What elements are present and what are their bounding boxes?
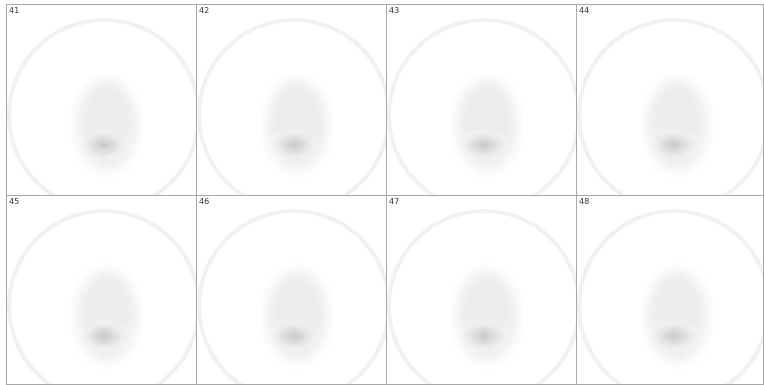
slice-tile[interactable]: 47 — [386, 195, 577, 385]
slice-tile[interactable]: 48 — [576, 195, 764, 385]
slice-number: 43 — [389, 6, 399, 15]
hot-spot — [646, 127, 702, 163]
slice-number: 42 — [199, 6, 209, 15]
slice-image — [387, 196, 577, 385]
slice-image — [7, 196, 197, 385]
slice-number: 47 — [389, 197, 399, 206]
slice-number: 48 — [579, 197, 589, 206]
slice-image — [7, 5, 197, 196]
slice-number: 45 — [9, 197, 19, 206]
hot-spot — [76, 318, 132, 354]
slice-tile[interactable]: 41 — [6, 4, 197, 196]
hot-spot — [456, 318, 512, 354]
slice-number: 46 — [199, 197, 209, 206]
hot-spot — [266, 318, 322, 354]
hot-spot — [456, 127, 512, 163]
slice-tile[interactable]: 42 — [196, 4, 387, 196]
slice-image — [577, 196, 764, 385]
slice-image — [197, 5, 387, 196]
slice-image — [577, 5, 764, 196]
slice-tile[interactable]: 44 — [576, 4, 764, 196]
slice-viewer: {"tiles": [{"label": "41"}, {"label": "4… — [0, 0, 764, 385]
slice-image — [387, 5, 577, 196]
slice-number: 44 — [579, 6, 589, 15]
hot-spot — [646, 318, 702, 354]
slice-tile[interactable]: 43 — [386, 4, 577, 196]
slice-tile[interactable]: 45 — [6, 195, 197, 385]
slice-number: 41 — [9, 6, 19, 15]
hot-spot — [266, 127, 322, 163]
slice-tile[interactable]: 46 — [196, 195, 387, 385]
hot-spot — [76, 127, 132, 163]
slice-image — [197, 196, 387, 385]
